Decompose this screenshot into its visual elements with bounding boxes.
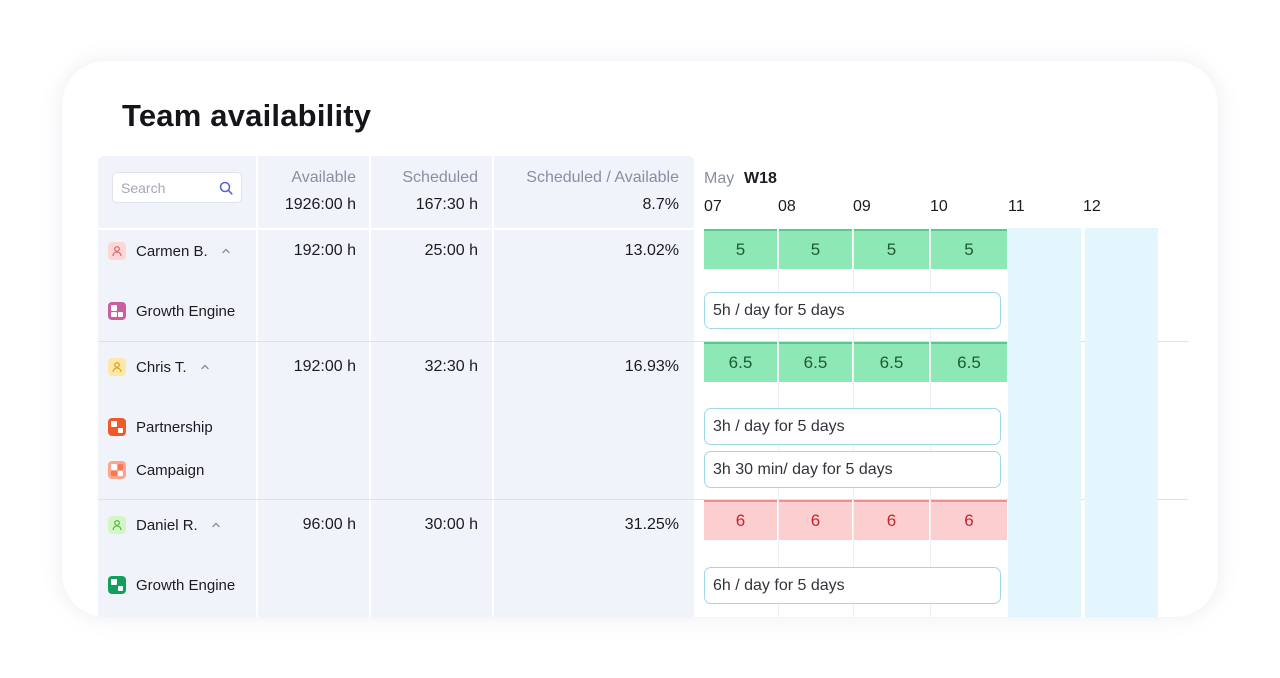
person-ratio: 31.25% (624, 516, 679, 533)
day-hours-cell[interactable]: 6.5 (779, 342, 852, 382)
column-divider (256, 156, 258, 617)
available-column-header[interactable]: Available 1926:00 h (285, 169, 356, 214)
day-hours-cell[interactable]: 6 (779, 500, 852, 540)
team-availability-card: Team availability Available 1926:00 h Sc… (62, 61, 1218, 617)
day-label: 11 (1008, 198, 1025, 215)
allocation-pill[interactable]: 3h 30 min/ day for 5 days (704, 451, 1001, 488)
user-icon (108, 358, 126, 376)
scheduled-column-header[interactable]: Scheduled 167:30 h (402, 169, 478, 214)
row-divider (98, 341, 1188, 342)
project-row[interactable]: Growth Engine (108, 302, 235, 320)
person-available: 192:00 h (293, 358, 356, 375)
allocation-pill[interactable]: 6h / day for 5 days (704, 567, 1001, 604)
available-total: 1926:00 h (284, 196, 356, 213)
day-hours-cell[interactable]: 6 (704, 500, 777, 540)
day-hours-cell[interactable]: 6 (931, 500, 1007, 540)
person-row-toggle[interactable]: Carmen B. (108, 242, 232, 260)
project-row[interactable]: Growth Engine (108, 576, 235, 594)
person-row-toggle[interactable]: Daniel R. (108, 516, 222, 534)
day-hours-cell[interactable]: 6 (854, 500, 929, 540)
day-label: 12 (1083, 198, 1101, 215)
project-row[interactable]: Campaign (108, 461, 204, 479)
person-name: Carmen B. (136, 242, 208, 260)
day-hours-cell[interactable]: 5 (931, 229, 1007, 269)
row-divider (98, 499, 1188, 500)
scheduled-label: Scheduled (402, 169, 478, 186)
day-hours-cell[interactable]: 6.5 (704, 342, 777, 382)
project-name: Partnership (136, 418, 213, 436)
chevron-up-icon[interactable] (220, 245, 232, 257)
search-icon[interactable] (219, 181, 233, 195)
allocation-pill[interactable]: 3h / day for 5 days (704, 408, 1001, 445)
available-label: Available (291, 169, 356, 186)
project-icon (108, 302, 126, 320)
user-icon (108, 516, 126, 534)
weekend-column-12 (1085, 228, 1158, 617)
project-icon (108, 576, 126, 594)
person-scheduled: 30:00 h (424, 516, 478, 533)
day-hours-cell[interactable]: 5 (779, 229, 852, 269)
day-label: 07 (704, 198, 722, 215)
project-icon (108, 461, 126, 479)
person-row-toggle[interactable]: Chris T. (108, 358, 211, 376)
day-hours-cell[interactable]: 5 (854, 229, 929, 269)
person-available: 96:00 h (302, 516, 356, 533)
person-scheduled: 32:30 h (424, 358, 478, 375)
day-label: 09 (853, 198, 871, 215)
table-panel (98, 156, 694, 617)
calendar-month: May (704, 170, 735, 187)
ratio-column-header[interactable]: Scheduled / Available 8.7% (526, 169, 679, 214)
person-scheduled: 25:00 h (424, 242, 478, 259)
search-box[interactable] (112, 172, 242, 203)
scheduled-total: 167:30 h (415, 196, 478, 213)
day-label: 08 (778, 198, 796, 215)
day-hours-cell[interactable]: 5 (704, 229, 777, 269)
column-divider (492, 156, 494, 617)
chevron-up-icon[interactable] (199, 361, 211, 373)
person-name: Chris T. (136, 358, 187, 376)
calendar-week: W18 (744, 170, 777, 187)
project-name: Growth Engine (136, 576, 236, 594)
day-hours-cell[interactable]: 6.5 (931, 342, 1007, 382)
column-divider (369, 156, 371, 617)
person-ratio: 16.93% (624, 358, 679, 375)
ratio-total: 8.7% (642, 196, 679, 213)
day-hours-cell[interactable]: 6.5 (854, 342, 929, 382)
weekend-column-11 (1008, 228, 1081, 617)
project-icon (108, 418, 126, 436)
person-available: 192:00 h (293, 242, 356, 259)
search-input[interactable] (121, 179, 216, 196)
project-name: Growth Engine (136, 302, 236, 320)
ratio-label: Scheduled / Available (526, 169, 679, 186)
user-icon (108, 242, 126, 260)
header-divider (98, 228, 694, 230)
page-title: Team availability (122, 98, 372, 133)
person-name: Daniel R. (136, 516, 198, 534)
day-label: 10 (930, 198, 948, 215)
allocation-pill[interactable]: 5h / day for 5 days (704, 292, 1001, 329)
project-name: Campaign (136, 461, 205, 479)
chevron-up-icon[interactable] (210, 519, 222, 531)
person-ratio: 13.02% (624, 242, 679, 259)
project-row[interactable]: Partnership (108, 418, 213, 436)
